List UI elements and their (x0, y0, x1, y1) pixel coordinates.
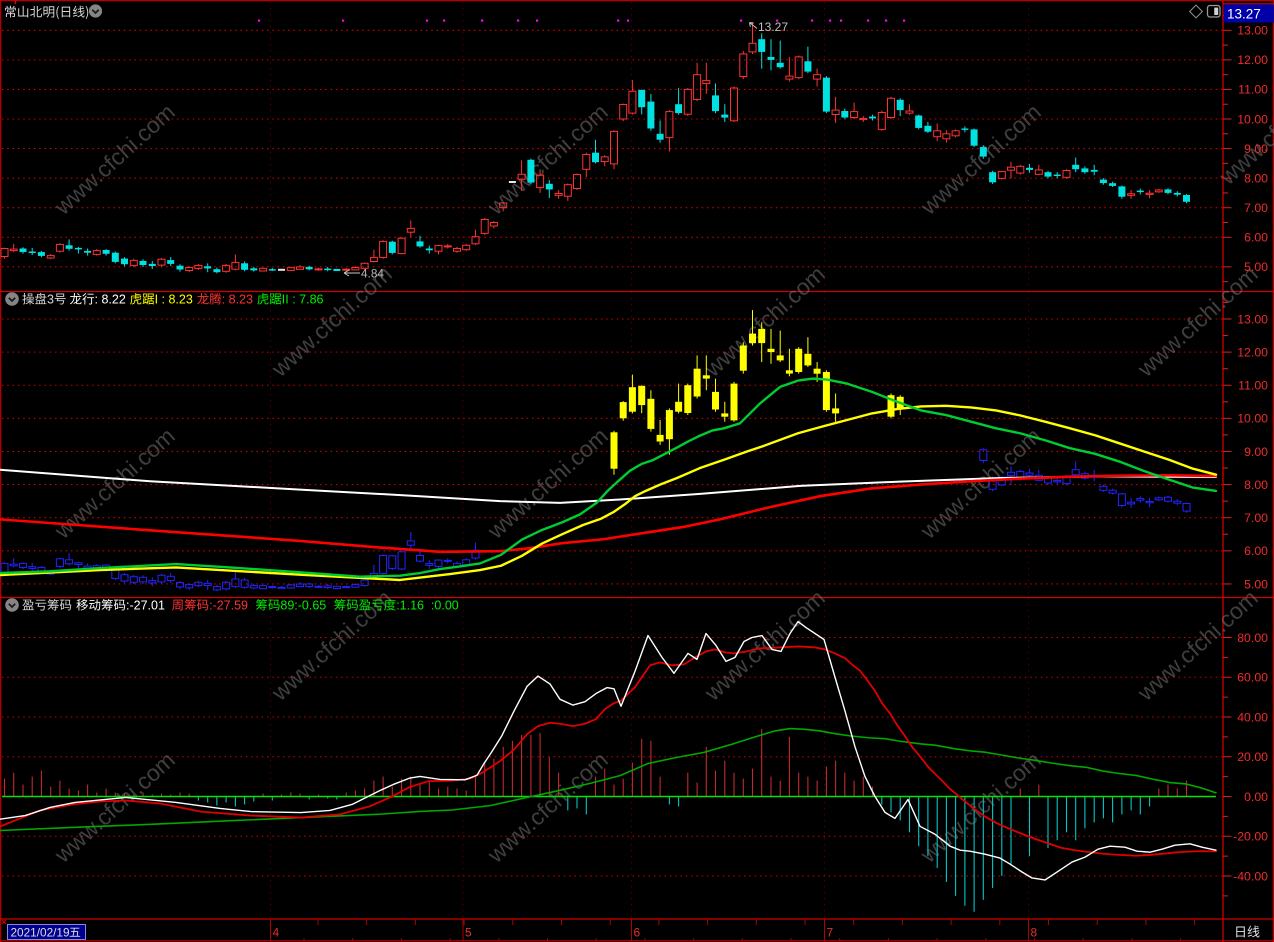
svg-text:11.00: 11.00 (1238, 379, 1268, 393)
svg-text:89:-0.65: 89:-0.65 (280, 599, 333, 613)
svg-text:: 8.22: : 8.22 (95, 293, 130, 307)
svg-text:20.00: 20.00 (1237, 750, 1268, 764)
svg-text:6.00: 6.00 (1244, 544, 1268, 558)
svg-text:7.00: 7.00 (1244, 201, 1268, 215)
svg-text:I : 8.23: I : 8.23 (155, 293, 197, 307)
svg-text:6.00: 6.00 (1244, 231, 1268, 245)
svg-text:II : 7.86: II : 7.86 (282, 293, 324, 307)
svg-text:13.27: 13.27 (758, 20, 788, 34)
svg-text:8.00: 8.00 (1244, 172, 1268, 186)
svg-text:-20.00: -20.00 (1233, 830, 1268, 844)
svg-text:13.00: 13.00 (1237, 312, 1268, 326)
svg-text:5: 5 (465, 926, 472, 940)
svg-text:10.00: 10.00 (1237, 412, 1268, 426)
svg-text:2021/02/19: 2021/02/19 (11, 926, 70, 940)
svg-text:80.00: 80.00 (1237, 631, 1268, 645)
svg-text:10.00: 10.00 (1237, 112, 1268, 126)
svg-text:9.00: 9.00 (1244, 142, 1268, 156)
svg-text:4.84: 4.84 (361, 267, 384, 281)
svg-text:5.00: 5.00 (1244, 577, 1268, 591)
svg-text:6: 6 (634, 926, 641, 940)
svg-text:8: 8 (1031, 926, 1038, 940)
svg-text:9.00: 9.00 (1244, 445, 1268, 459)
svg-text::-27.59: :-27.59 (209, 599, 255, 613)
svg-text:40.00: 40.00 (1237, 710, 1268, 724)
svg-text:12.00: 12.00 (1237, 53, 1268, 67)
svg-text:60.00: 60.00 (1237, 671, 1268, 685)
svg-text:7: 7 (827, 926, 834, 940)
svg-text:5.00: 5.00 (1244, 260, 1268, 274)
svg-text::-27.01: :-27.01 (126, 599, 172, 613)
svg-text:13.00: 13.00 (1237, 24, 1268, 38)
svg-text:4: 4 (273, 926, 280, 940)
svg-text:7.00: 7.00 (1244, 511, 1268, 525)
svg-text:0.00: 0.00 (1244, 790, 1268, 804)
svg-text:: 8.23: : 8.23 (222, 293, 257, 307)
svg-text:-40.00: -40.00 (1233, 869, 1268, 883)
svg-text:8.00: 8.00 (1244, 478, 1268, 492)
svg-text:12.00: 12.00 (1237, 345, 1268, 359)
svg-text:13.27: 13.27 (1227, 7, 1261, 22)
svg-text:3: 3 (47, 293, 54, 307)
svg-text::1.16 :0.00: :1.16 :0.00 (396, 599, 459, 613)
svg-text:11.00: 11.00 (1238, 83, 1268, 97)
